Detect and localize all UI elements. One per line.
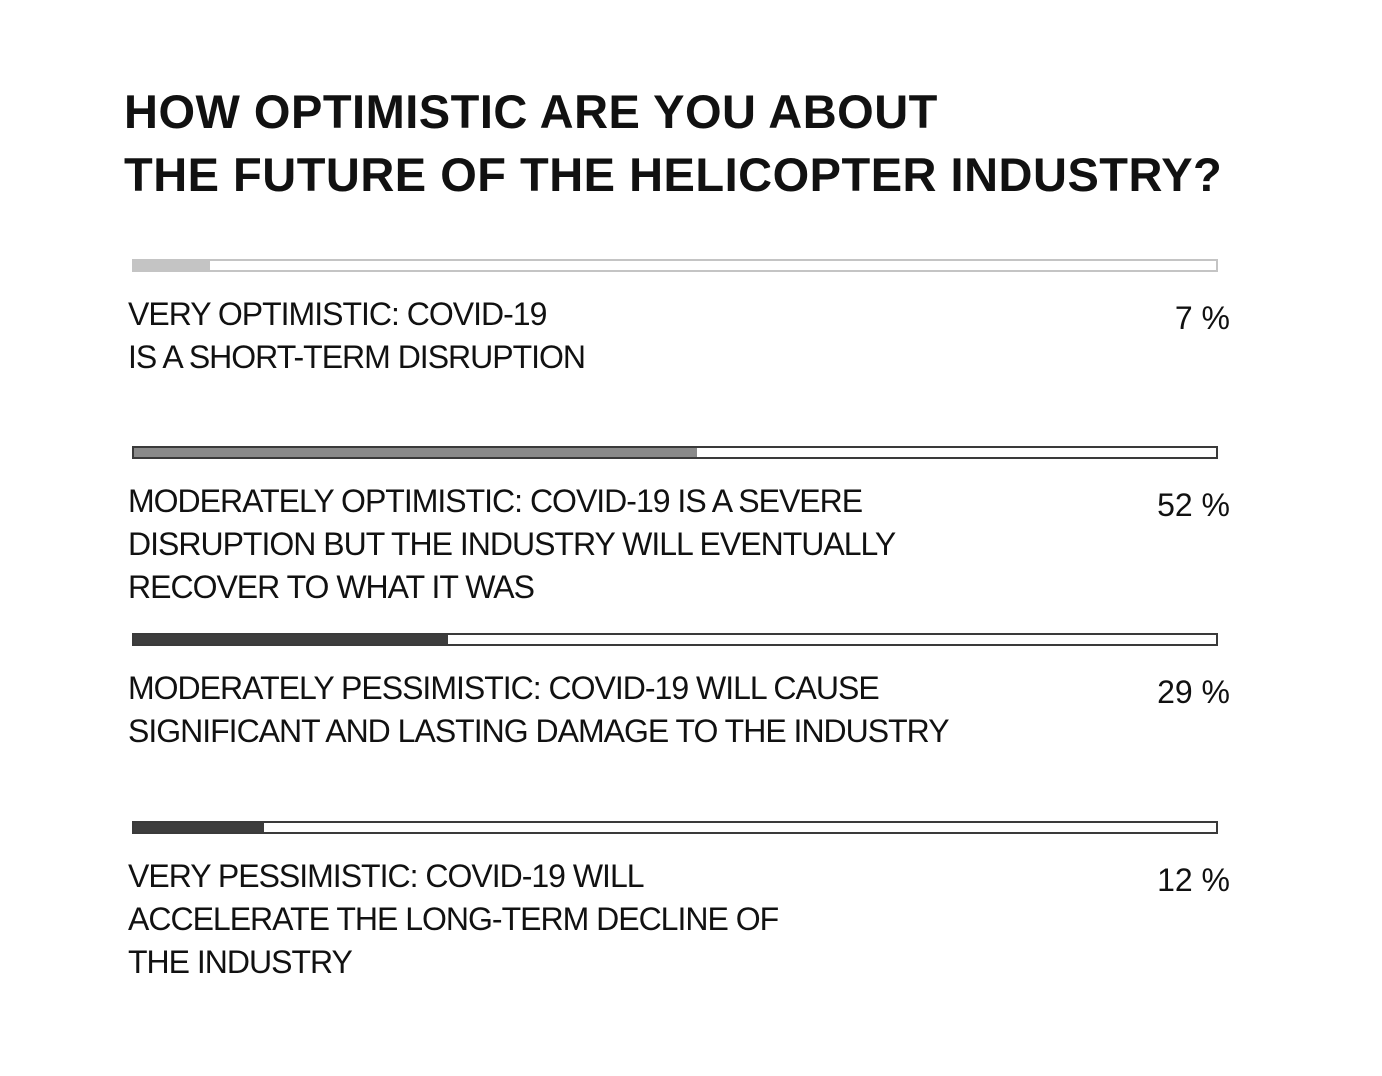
bar-label-line: ACCELERATE THE LONG-TERM DECLINE OF <box>128 901 779 937</box>
bar-track <box>132 259 1218 272</box>
bar-label-line: VERY OPTIMISTIC: COVID-19 <box>128 296 547 332</box>
bar-label-line: MODERATELY PESSIMISTIC: COVID-19 WILL CA… <box>128 670 880 706</box>
bar-track <box>132 821 1218 834</box>
bar-label-line: VERY PESSIMISTIC: COVID-19 WILL <box>128 858 645 894</box>
bar-label: MODERATELY OPTIMISTIC: COVID-19 IS A SEV… <box>128 480 1088 609</box>
bar-very-optimistic <box>134 261 210 270</box>
bar-track <box>132 633 1218 646</box>
chart-title-line-2: THE FUTURE OF THE HELICOPTER INDUSTRY? <box>124 148 1223 201</box>
bar-label-line: IS A SHORT-TERM DISRUPTION <box>128 339 586 375</box>
bar-very-pessimistic <box>134 823 264 832</box>
bar-label: VERY PESSIMISTIC: COVID-19 WILL ACCELERA… <box>128 855 1088 984</box>
bar-label: MODERATELY PESSIMISTIC: COVID-19 WILL CA… <box>128 667 1088 753</box>
chart-title-line-1: HOW OPTIMISTIC ARE YOU ABOUT <box>124 85 938 138</box>
bar-moderately-optimistic <box>134 448 697 457</box>
bar-label-line: MODERATELY OPTIMISTIC: COVID-19 IS A SEV… <box>128 483 863 519</box>
bar-label-line: RECOVER TO WHAT IT WAS <box>128 569 535 605</box>
bar-value-label: 29 % <box>1157 674 1230 710</box>
bar-label-line: SIGNIFICANT AND LASTING DAMAGE TO THE IN… <box>128 713 950 749</box>
bar-value-label: 12 % <box>1157 862 1230 898</box>
bar-label-line: THE INDUSTRY <box>128 944 353 980</box>
bar-value-label: 7 % <box>1174 300 1230 336</box>
bar-moderately-pessimistic <box>134 635 448 644</box>
bar-track <box>132 446 1218 459</box>
bar-label: VERY OPTIMISTIC: COVID-19 IS A SHORT-TER… <box>128 293 1088 379</box>
chart-title: HOW OPTIMISTIC ARE YOU ABOUT THE FUTURE … <box>124 80 1324 206</box>
bar-value-label: 52 % <box>1157 487 1230 523</box>
bar-label-line: DISRUPTION BUT THE INDUSTRY WILL EVENTUA… <box>128 526 896 562</box>
